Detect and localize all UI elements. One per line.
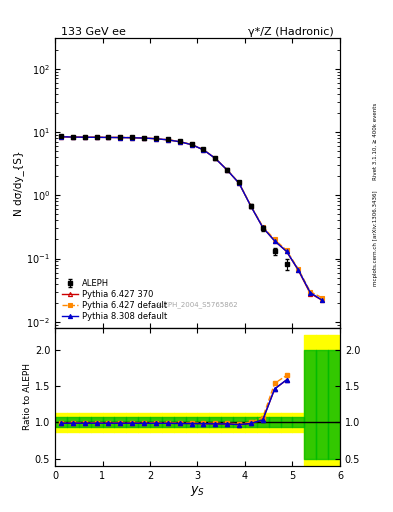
Pythia 6.427 default [201,146,206,153]
Pythia 8.308 default [189,141,194,147]
Pythia 6.427 default [70,134,75,140]
Pythia 8.308 default [284,248,289,254]
Legend: ALEPH, Pythia 6.427 370, Pythia 6.427 default, Pythia 8.308 default: ALEPH, Pythia 6.427 370, Pythia 6.427 de… [59,276,169,324]
Pythia 6.427 default [308,289,312,295]
Pythia 6.427 default [94,134,99,140]
Pythia 6.427 370 [189,141,194,147]
Pythia 6.427 default [225,167,230,173]
Pythia 6.427 370 [308,290,312,296]
Pythia 8.308 default [261,224,265,230]
Pythia 6.427 default [130,135,134,141]
Pythia 6.427 370 [59,134,63,140]
Pythia 8.308 default [237,180,241,186]
Line: Pythia 8.308 default: Pythia 8.308 default [59,135,324,302]
Pythia 8.308 default [142,135,147,141]
Pythia 6.427 370 [130,135,134,141]
Pythia 6.427 370 [165,137,170,143]
Pythia 8.308 default [177,139,182,145]
Pythia 8.308 default [272,238,277,244]
Pythia 6.427 370 [225,167,230,173]
Pythia 6.427 default [106,134,111,140]
Pythia 6.427 370 [177,139,182,145]
Pythia 8.308 default [213,155,218,161]
Pythia 6.427 370 [154,136,158,142]
Pythia 6.427 370 [296,267,301,273]
Pythia 8.308 default [296,267,301,273]
Pythia 8.308 default [94,134,99,140]
Pythia 6.427 default [189,141,194,147]
Pythia 6.427 370 [213,155,218,161]
Pythia 8.308 default [248,203,253,209]
Pythia 6.427 default [177,138,182,144]
Pythia 6.427 370 [70,134,75,140]
Pythia 6.427 370 [83,134,87,140]
Pythia 6.427 default [248,203,253,209]
Pythia 6.427 370 [272,238,277,244]
Pythia 8.308 default [165,137,170,143]
Pythia 8.308 default [83,134,87,140]
Pythia 6.427 370 [106,134,111,140]
Text: mcplots.cern.ch [arXiv:1306.3436]      Rivet 3.1.10, ≥ 400k events: mcplots.cern.ch [arXiv:1306.3436] Rivet … [373,103,378,286]
Pythia 6.427 default [118,134,123,140]
Pythia 8.308 default [130,135,134,141]
Pythia 8.308 default [70,134,75,140]
Pythia 8.308 default [118,135,123,141]
Pythia 6.427 default [272,237,277,243]
Line: Pythia 6.427 370: Pythia 6.427 370 [59,135,324,302]
Pythia 6.427 370 [94,134,99,140]
Pythia 6.427 370 [248,203,253,209]
Pythia 6.427 370 [201,147,206,153]
Pythia 6.427 370 [237,180,241,186]
Pythia 8.308 default [201,147,206,153]
Pythia 6.427 370 [142,135,147,141]
Pythia 6.427 370 [320,297,325,303]
Pythia 8.308 default [106,134,111,140]
Pythia 6.427 default [261,224,265,230]
Pythia 6.427 default [83,134,87,140]
Pythia 6.427 default [154,136,158,142]
Pythia 6.427 default [320,295,325,301]
Pythia 6.427 370 [261,224,265,230]
Y-axis label: Ratio to ALEPH: Ratio to ALEPH [23,364,32,431]
Text: 133 GeV ee: 133 GeV ee [61,27,126,37]
Y-axis label: N dσ/dy_{S}: N dσ/dy_{S} [13,151,24,216]
Pythia 8.308 default [225,167,230,173]
Line: Pythia 6.427 default: Pythia 6.427 default [59,135,324,300]
Pythia 6.427 default [59,134,63,140]
X-axis label: $y_S$: $y_S$ [190,483,205,498]
Pythia 6.427 default [284,247,289,253]
Pythia 8.308 default [59,134,63,140]
Pythia 8.308 default [320,297,325,303]
Pythia 6.427 370 [118,135,123,141]
Pythia 6.427 default [237,180,241,186]
Pythia 8.308 default [308,289,312,295]
Pythia 8.308 default [154,136,158,142]
Pythia 6.427 default [142,135,147,141]
Pythia 6.427 default [296,266,301,272]
Pythia 6.427 default [213,155,218,161]
Text: ALEPH_2004_S5765862: ALEPH_2004_S5765862 [156,301,239,308]
Pythia 6.427 default [165,137,170,143]
Text: γ*/Z (Hadronic): γ*/Z (Hadronic) [248,27,334,37]
Pythia 6.427 370 [284,248,289,254]
